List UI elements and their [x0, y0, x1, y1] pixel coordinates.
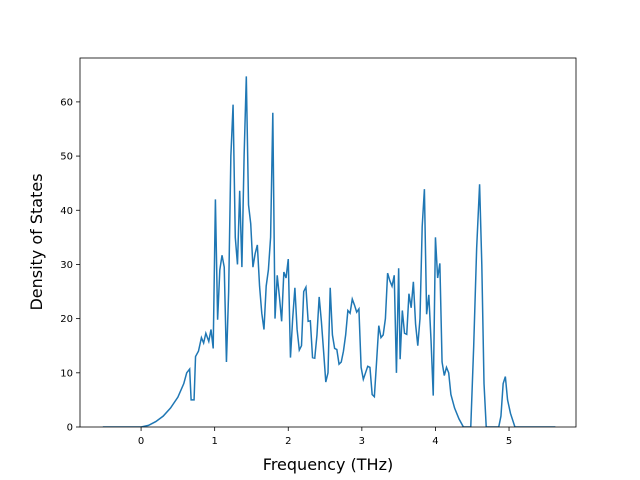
x-tick-label: 1: [211, 436, 217, 447]
y-tick-label: 10: [60, 368, 73, 379]
x-tick-label: 3: [359, 436, 365, 447]
plot-frame: [79, 57, 577, 428]
x-tick-label: 5: [506, 436, 512, 447]
x-axis-label: Frequency (THz): [263, 455, 393, 474]
y-tick-label: 50: [60, 152, 73, 163]
x-tick-label: 2: [285, 436, 291, 447]
x-tick-label: 4: [432, 436, 438, 447]
y-tick-label: 0: [67, 423, 73, 434]
y-tick-label: 20: [60, 314, 73, 325]
line: [102, 76, 556, 427]
y-tick-label: 40: [60, 206, 73, 217]
y-tick-label: 30: [60, 260, 73, 271]
y-axis-label: Density of States: [27, 173, 46, 310]
y-tick-label: 60: [60, 97, 73, 108]
x-tick-label: 0: [138, 436, 144, 447]
